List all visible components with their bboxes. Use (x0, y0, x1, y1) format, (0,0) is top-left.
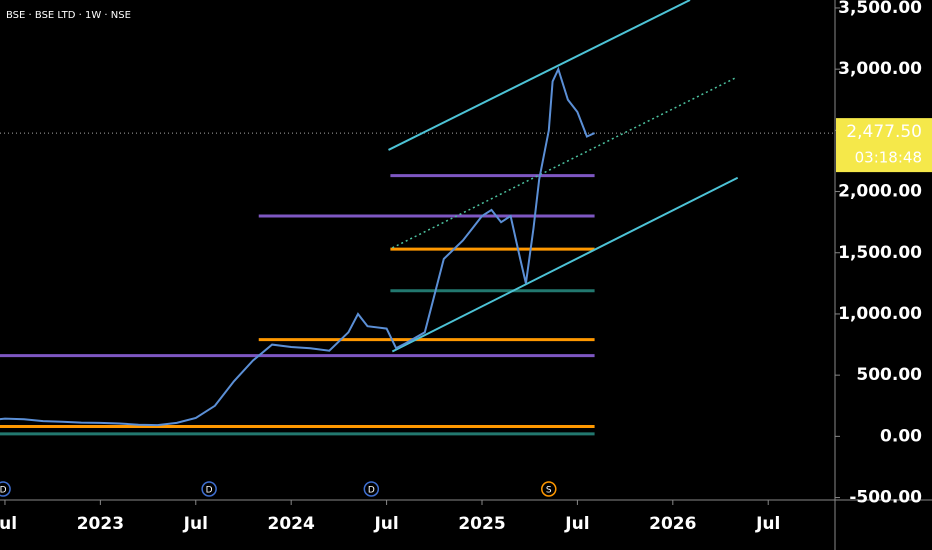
x-tick-label: 2024 (268, 514, 315, 534)
event-marker (201, 481, 217, 497)
channel-line (388, 0, 691, 151)
channel-line (391, 176, 739, 353)
y-tick-label: 1,000.00 (838, 304, 922, 324)
event-label: S (546, 486, 552, 496)
event-marker (363, 481, 380, 497)
chart-title: BSE · BSE LTD · 1W · NSE (6, 10, 131, 21)
y-tick-label: 3,500.00 (838, 0, 922, 18)
y-tick-label: 1,500.00 (838, 243, 922, 263)
channel-line (391, 77, 737, 249)
x-tick-label: Jul (564, 514, 589, 534)
y-tick-label: 2,000.00 (838, 182, 922, 202)
x-tick-label: 2023 (77, 514, 124, 534)
event-label: D (206, 486, 213, 496)
countdown-label: 03:18:48 (855, 149, 922, 167)
x-tick-label: 2026 (649, 514, 696, 534)
price-line (0, 66, 596, 427)
event-label: D (368, 486, 375, 496)
x-tick-label: 2025 (458, 514, 505, 534)
last-price-label: 2,477.50 (846, 122, 922, 142)
y-tick-label: 500.00 (856, 365, 922, 385)
x-tick-label: Jul (183, 514, 208, 534)
x-tick-label: Jul (755, 514, 780, 534)
event-marker (0, 481, 11, 497)
price-label-box (836, 118, 932, 173)
y-tick-label: -500.00 (849, 488, 922, 508)
y-tick-label: 0.00 (880, 426, 922, 446)
event-label: D (0, 486, 7, 496)
x-tick-label: Jul (0, 514, 17, 534)
event-marker (541, 481, 557, 497)
y-tick-label: 3,000.00 (838, 59, 922, 79)
x-tick-label: Jul (373, 514, 398, 534)
